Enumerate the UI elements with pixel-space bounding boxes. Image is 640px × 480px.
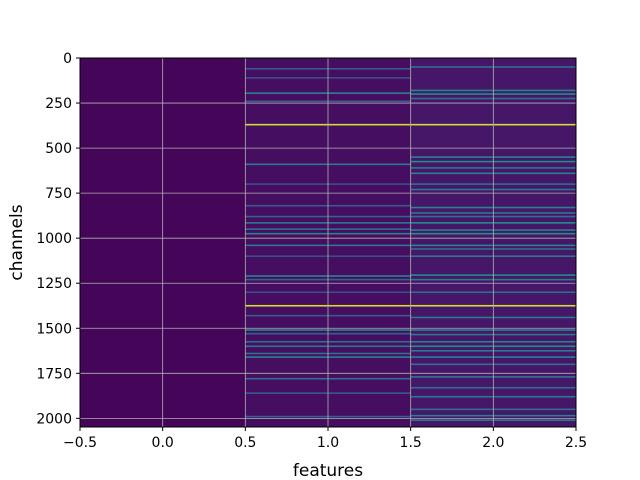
y-tick-label: 750 (45, 186, 72, 202)
x-tick-label: 1.5 (400, 435, 422, 451)
x-axis: −0.5 0.0 0.5 1.0 1.5 2.0 2.5 (63, 427, 587, 451)
y-tick-label: 1750 (36, 366, 72, 382)
x-tick-label: 1.0 (317, 435, 339, 451)
x-tick-label: 2.0 (482, 435, 504, 451)
y-tick-label: 1500 (36, 321, 72, 337)
y-tick-label: 2000 (36, 411, 72, 427)
x-tick-label: 0.0 (152, 435, 174, 451)
y-tick-label: 0 (63, 51, 72, 67)
x-tick-label: −0.5 (63, 435, 97, 451)
y-axis: 0 250 500 750 1000 1250 1500 1750 2000 (36, 51, 80, 427)
y-tick-label: 500 (45, 141, 72, 157)
x-tick-label: 0.5 (234, 435, 256, 451)
x-tick-label: 2.5 (565, 435, 587, 451)
y-tick-label: 1250 (36, 276, 72, 292)
y-tick-label: 250 (45, 96, 72, 112)
x-axis-label: features (293, 461, 363, 480)
y-axis-label: channels (7, 204, 27, 280)
y-tick-label: 1000 (36, 231, 72, 247)
